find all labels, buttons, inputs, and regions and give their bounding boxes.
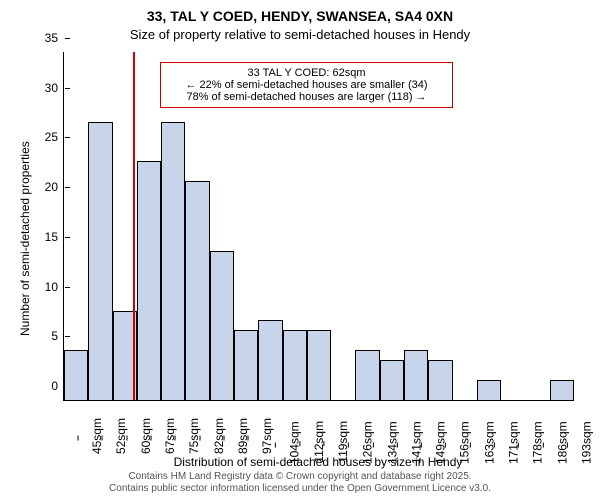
x-tick: 193sqm (573, 421, 593, 464)
chart-title-line1: 33, TAL Y COED, HENDY, SWANSEA, SA4 0XN (0, 8, 600, 24)
y-tick: 35 (45, 31, 64, 45)
y-tick: 25 (45, 130, 64, 144)
footer-line-2: Contains public sector information licen… (0, 483, 600, 494)
bar (283, 330, 307, 400)
chart-container: 33, TAL Y COED, HENDY, SWANSEA, SA4 0XN … (0, 0, 600, 500)
bar (477, 380, 501, 400)
x-tick: 52sqm (108, 418, 128, 454)
marker-line (133, 52, 135, 400)
bar (380, 360, 404, 400)
bar (355, 350, 379, 400)
bar (550, 380, 574, 400)
bar (88, 122, 112, 400)
bar (404, 350, 428, 400)
bar (210, 251, 234, 400)
bar (185, 181, 209, 400)
chart-title-line2: Size of property relative to semi-detach… (0, 27, 600, 42)
callout-line-2: ← 22% of semi-detached houses are smalle… (169, 79, 444, 91)
y-tick: 15 (45, 230, 64, 244)
x-axis-label: Distribution of semi-detached houses by … (63, 455, 573, 469)
callout-box: 33 TAL Y COED: 62sqm ← 22% of semi-detac… (160, 62, 453, 108)
y-axis-label: Number of semi-detached properties (18, 141, 32, 336)
y-tick: 30 (45, 81, 64, 95)
callout-line-3: 78% of semi-detached houses are larger (… (169, 91, 444, 103)
footer-line-1: Contains HM Land Registry data © Crown c… (0, 471, 600, 482)
y-tick: 0 (51, 379, 64, 393)
bar (234, 330, 258, 400)
bar (137, 161, 161, 400)
callout-line-1: 33 TAL Y COED: 62sqm (169, 67, 444, 79)
y-tick: 20 (45, 180, 64, 194)
bar (64, 350, 88, 400)
y-tick: 5 (51, 329, 64, 343)
bar (428, 360, 452, 400)
x-tick: 97sqm (254, 418, 274, 454)
bar (161, 122, 185, 400)
bar (258, 320, 282, 400)
bar (307, 330, 331, 400)
y-tick: 10 (45, 280, 64, 294)
x-tick: 75sqm (181, 418, 201, 454)
